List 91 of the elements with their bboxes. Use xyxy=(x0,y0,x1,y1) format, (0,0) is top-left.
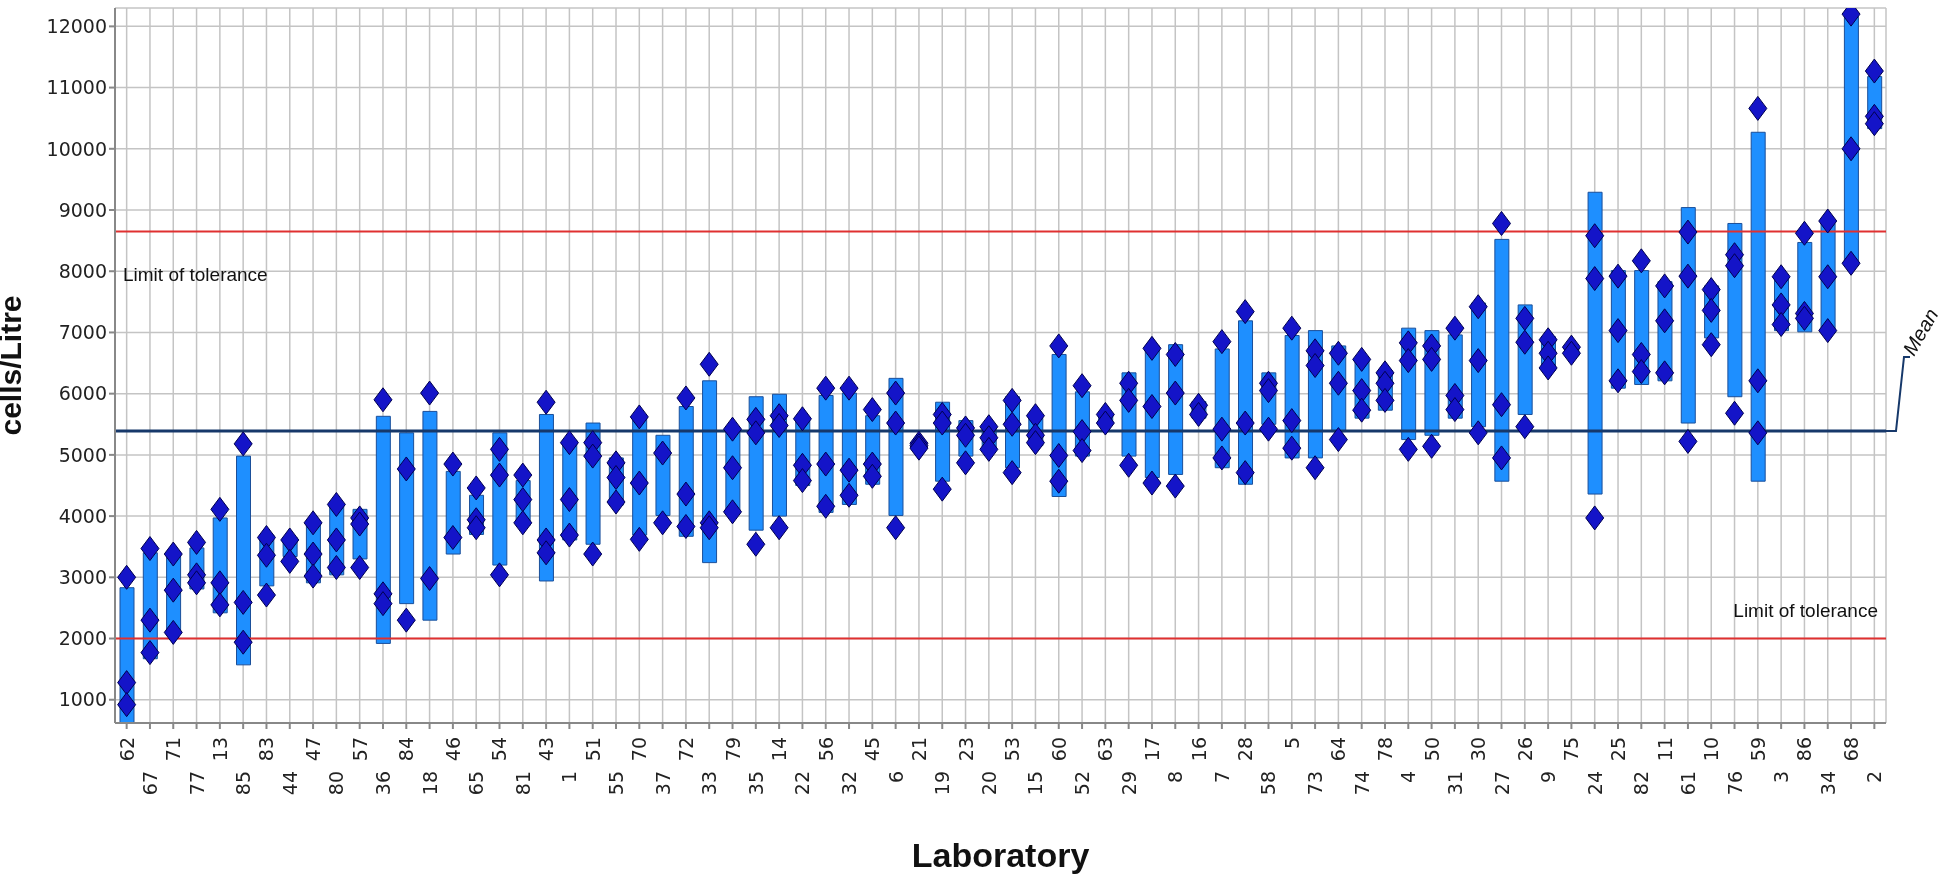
x-tick-label: 54 xyxy=(488,737,511,762)
x-tick-label: 57 xyxy=(348,737,371,762)
x-tick-label: 44 xyxy=(278,771,301,796)
x-tick-label: 51 xyxy=(581,737,604,762)
y-tick-label: 5000 xyxy=(58,443,107,466)
x-tick-label: 1 xyxy=(558,771,581,784)
x-tick-label: 71 xyxy=(162,737,185,762)
x-tick-label: 73 xyxy=(1304,771,1327,796)
x-tick-label: 14 xyxy=(768,737,791,762)
x-tick-label: 55 xyxy=(605,771,628,796)
x-tick-label: 47 xyxy=(302,737,325,762)
x-tick-label: 11 xyxy=(1653,737,1676,762)
x-tick-label: 6 xyxy=(884,771,907,784)
y-tick-label: 9000 xyxy=(58,198,107,221)
x-tick-label: 30 xyxy=(1467,737,1490,762)
x-tick-label: 56 xyxy=(814,737,837,762)
x-tick-label: 86 xyxy=(1793,737,1816,762)
x-tick-label: 21 xyxy=(907,737,930,762)
x-tick-label: 65 xyxy=(465,771,488,796)
x-tick-label: 46 xyxy=(441,737,464,762)
x-tick-label: 27 xyxy=(1490,771,1513,796)
x-tick-label: 32 xyxy=(838,771,861,796)
x-tick-label: 52 xyxy=(1071,771,1094,796)
x-tick-label: 19 xyxy=(931,771,954,796)
x-axis-title: Laboratory xyxy=(911,836,1090,874)
x-tick-label: 62 xyxy=(115,737,138,762)
x-tick-label: 58 xyxy=(1257,771,1280,796)
x-tick-label: 43 xyxy=(535,737,558,762)
x-tick-label: 16 xyxy=(1187,737,1210,762)
x-tick-label: 4 xyxy=(1397,771,1420,784)
x-tick-label: 64 xyxy=(1327,737,1350,762)
x-tick-label: 59 xyxy=(1746,737,1769,762)
x-tick-label: 10 xyxy=(1700,737,1723,762)
x-tick-label: 17 xyxy=(1140,737,1163,762)
x-tick-label: 84 xyxy=(395,737,418,762)
x-tick-label: 2 xyxy=(1863,771,1886,784)
x-tick-label: 50 xyxy=(1420,737,1443,762)
x-tick-label: 25 xyxy=(1607,737,1630,762)
x-tick-label: 34 xyxy=(1816,771,1839,796)
y-tick-label: 12000 xyxy=(46,15,107,38)
x-tick-label: 7 xyxy=(1210,771,1233,784)
x-tick-label: 70 xyxy=(628,737,651,762)
x-tick-label: 24 xyxy=(1583,771,1606,796)
x-tick-label: 35 xyxy=(744,771,767,796)
x-tick-label: 29 xyxy=(1117,771,1140,796)
x-tick-label: 33 xyxy=(698,771,721,796)
x-tick-label: 8 xyxy=(1164,771,1187,784)
x-tick-label: 31 xyxy=(1443,771,1466,796)
ref-line-label: Limit of tolerance xyxy=(1733,599,1878,621)
y-tick-label: 4000 xyxy=(58,504,107,527)
y-tick-label: 11000 xyxy=(46,76,107,99)
x-tick-label: 23 xyxy=(954,737,977,762)
x-tick-label: 20 xyxy=(977,771,1000,796)
y-tick-label: 6000 xyxy=(58,382,107,405)
y-tick-label: 1000 xyxy=(58,688,107,711)
x-tick-label: 85 xyxy=(232,771,255,796)
x-tick-label: 82 xyxy=(1630,771,1653,796)
x-tick-label: 13 xyxy=(208,737,231,762)
x-tick-label: 72 xyxy=(674,737,697,762)
y-tick-label: 10000 xyxy=(46,137,107,160)
x-tick-label: 68 xyxy=(1840,737,1863,762)
x-tick-label: 67 xyxy=(138,771,161,796)
x-tick-label: 5 xyxy=(1280,737,1303,750)
x-tick-label: 53 xyxy=(1001,737,1024,762)
x-tick-label: 15 xyxy=(1024,771,1047,796)
x-tick-label: 74 xyxy=(1350,771,1373,796)
y-tick-label: 3000 xyxy=(58,566,107,589)
x-tick-label: 60 xyxy=(1047,737,1070,762)
x-tick-label: 45 xyxy=(861,737,884,762)
x-tick-label: 80 xyxy=(325,771,348,796)
x-tick-label: 79 xyxy=(721,737,744,762)
x-tick-label: 28 xyxy=(1234,737,1257,762)
x-tick-label: 77 xyxy=(185,771,208,796)
x-tick-label: 78 xyxy=(1373,737,1396,762)
y-tick-label: 8000 xyxy=(58,259,107,282)
x-tick-label: 81 xyxy=(511,771,534,796)
x-tick-label: 9 xyxy=(1537,771,1560,784)
x-tick-label: 76 xyxy=(1723,771,1746,796)
x-tick-label: 26 xyxy=(1513,737,1536,762)
x-tick-label: 18 xyxy=(418,771,441,796)
y-tick-label: 2000 xyxy=(58,627,107,650)
x-tick-label: 63 xyxy=(1094,737,1117,762)
y-tick-label: 7000 xyxy=(58,321,107,344)
x-tick-label: 37 xyxy=(651,771,674,796)
x-tick-label: 61 xyxy=(1676,771,1699,796)
x-tick-label: 83 xyxy=(255,737,278,762)
x-tick-label: 75 xyxy=(1560,737,1583,762)
ref-line-label: Limit of tolerance xyxy=(123,264,268,286)
x-tick-label: 3 xyxy=(1770,771,1793,784)
x-tick-label: 36 xyxy=(371,771,394,796)
x-tick-label: 22 xyxy=(791,771,814,796)
